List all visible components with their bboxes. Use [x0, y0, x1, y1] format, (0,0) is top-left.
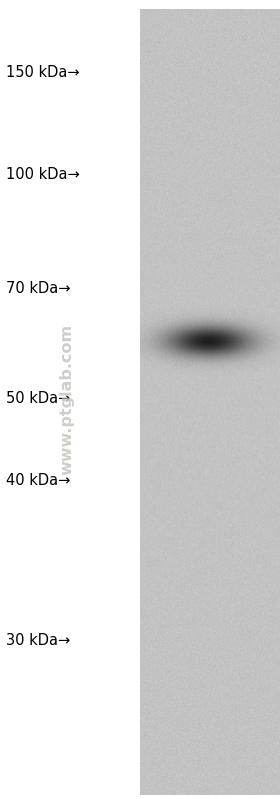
- Text: www.ptglab.com: www.ptglab.com: [60, 324, 75, 475]
- Text: 70 kDa→: 70 kDa→: [6, 281, 70, 296]
- Text: 30 kDa→: 30 kDa→: [6, 633, 70, 648]
- Text: 40 kDa→: 40 kDa→: [6, 473, 70, 488]
- Text: 150 kDa→: 150 kDa→: [6, 65, 79, 80]
- Text: 50 kDa→: 50 kDa→: [6, 391, 70, 406]
- Text: 100 kDa→: 100 kDa→: [6, 167, 79, 182]
